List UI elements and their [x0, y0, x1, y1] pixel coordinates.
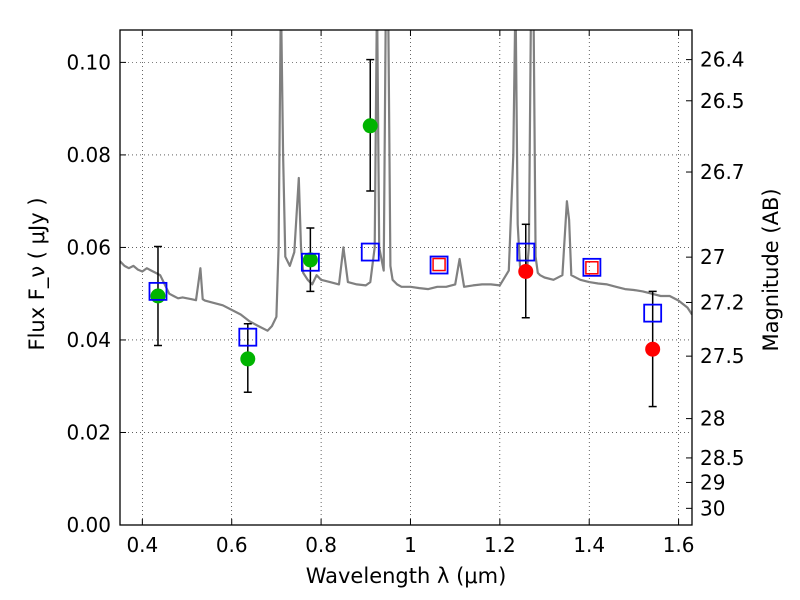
markers: [148, 58, 663, 408]
y-tick-label: 0.08: [66, 143, 111, 167]
x-tick-label: 0.4: [126, 533, 158, 557]
data-point-circle: [240, 351, 256, 367]
model-point-square-small: [585, 261, 599, 275]
model-point-square: [516, 242, 536, 262]
x-axis-label: Wavelength λ (μm): [306, 564, 507, 588]
model-point-square: [429, 255, 449, 275]
x-tick-label: 0.6: [216, 533, 248, 557]
x-tick-label: 1.4: [573, 533, 605, 557]
x-tick-label: 1.2: [484, 533, 516, 557]
data-point-circle: [645, 341, 661, 357]
x-tick-label: 1: [404, 533, 417, 557]
right-tick-label: 28.5: [700, 446, 745, 470]
model-point-square: [360, 242, 380, 262]
right-tick-label: 26.4: [700, 48, 745, 72]
axes: 0.4 0.6 0.8 1 1.2 1.4 1.6 0.00 0.02 0.04 0.06 0.08 0…: [66, 30, 745, 557]
grid: [120, 30, 692, 526]
y-tick-label: 0.04: [66, 328, 111, 352]
y-tick-label: 0.10: [66, 50, 111, 74]
right-tick-label: 27.2: [700, 290, 745, 314]
right-tick-label: 27.5: [700, 344, 745, 368]
data-point-circle: [302, 252, 318, 268]
model-point-square: [148, 281, 168, 301]
right-tick-label: 27: [700, 245, 725, 269]
y-tick-label: 0.00: [66, 513, 111, 537]
model-point-square: [582, 257, 602, 277]
y-tick-label: 0.06: [66, 235, 111, 259]
right-tick-label: 26.5: [700, 89, 745, 113]
data-point-circle: [150, 288, 166, 304]
plot-frame: [119, 29, 693, 526]
spectrum-line: [120, 30, 692, 332]
right-tick-label: 29: [700, 470, 725, 494]
model-point-square-small: [432, 257, 446, 272]
right-tick-label: 28: [700, 407, 725, 431]
model-point-square: [238, 327, 258, 347]
right-tick-label: 30: [700, 496, 725, 520]
data-point-circle: [518, 263, 534, 279]
right-y-axis-label: Magnitude (AB): [759, 188, 783, 351]
x-tick-label: 0.8: [305, 533, 337, 557]
data-point-circle: [362, 118, 378, 134]
model-point-square: [300, 252, 320, 272]
plot-area: [120, 30, 692, 332]
right-tick-label: 26.7: [700, 160, 745, 184]
x-tick-label: 1.6: [663, 533, 695, 557]
y-axis-label: Flux F_ν ( μJy ): [25, 197, 50, 350]
y-tick-label: 0.02: [66, 420, 111, 444]
model-point-square: [643, 303, 663, 323]
